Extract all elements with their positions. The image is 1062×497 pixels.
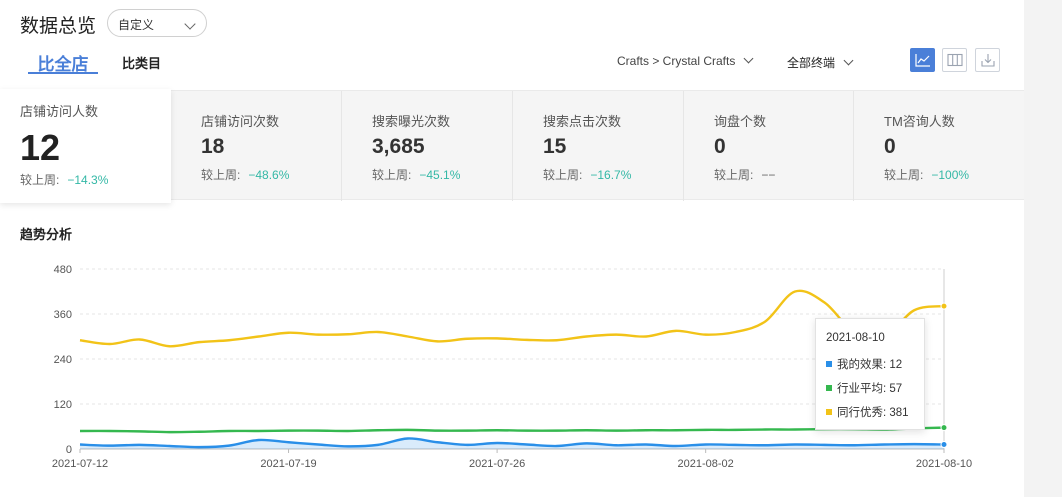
metric-compare: 较上周: −−: [714, 166, 775, 183]
data-overview-panel: 数据总览 自定义 比全店 比类目 Crafts > Crystal Crafts…: [0, 0, 1024, 497]
x-tick-label: 2021-08-10: [916, 458, 972, 470]
metric-compare: 较上周: −14.3%: [20, 171, 108, 188]
tooltip-row-industry: 行业平均: 57: [826, 380, 902, 396]
metric-card-search-impressions[interactable]: 搜索曝光次数 3,685 较上周: −45.1%: [341, 91, 512, 201]
series-line: [79, 289, 945, 348]
compare-label: 较上周:: [543, 168, 583, 182]
chart-tooltip: 2021-08-10 我的效果: 12 行业平均: 57 同行优秀: 381: [815, 318, 925, 430]
metrics-row: 店铺访问人数 12 较上周: −14.3% 店铺访问次数 18 较上周: −48.6…: [0, 89, 1024, 203]
chevron-down-icon: [843, 55, 854, 66]
compare-label: 较上周:: [20, 173, 60, 187]
metric-compare: 较上周: −48.6%: [201, 166, 289, 183]
y-tick-label: 360: [54, 309, 72, 321]
page-title: 数据总览: [20, 16, 97, 37]
tab-compare-category[interactable]: 比类目: [122, 56, 162, 71]
date-range-value: 自定义: [118, 18, 155, 32]
metric-value: 0: [884, 135, 896, 158]
tooltip-row-mine: 我的效果: 12: [826, 356, 902, 372]
metric-card-search-clicks[interactable]: 搜索点击次数 15 较上周: −16.7%: [512, 91, 683, 201]
metric-compare: 较上周: −100%: [884, 166, 969, 183]
date-range-select[interactable]: 自定义: [107, 9, 207, 37]
metric-value: 15: [543, 135, 567, 158]
metric-label: 店铺访问次数: [201, 114, 280, 129]
category-select[interactable]: Crafts > Crystal Crafts: [617, 53, 754, 68]
metric-label: 搜索点击次数: [543, 114, 622, 129]
compare-label: 较上周:: [201, 168, 241, 182]
metric-delta: −45.1%: [419, 168, 461, 182]
tooltip-row-peer: 同行优秀: 381: [826, 404, 909, 420]
metric-compare: 较上周: −45.1%: [372, 166, 460, 183]
legend-dot: [826, 385, 832, 391]
tooltip-value: 同行优秀: 381: [837, 407, 909, 419]
metric-value: 12: [20, 127, 61, 168]
line-chart-icon: [915, 54, 930, 67]
tooltip-value: 我的效果: 12: [837, 359, 903, 371]
metric-card-store-visitors[interactable]: 店铺访问人数 12 较上周: −14.3%: [0, 89, 171, 203]
download-icon: [981, 54, 995, 67]
x-tick-label: 2021-07-19: [260, 458, 316, 470]
metric-card-inquiries[interactable]: 询盘个数 0 较上周: −−: [683, 91, 853, 201]
line-chart-view-button[interactable]: [910, 48, 935, 72]
metric-card-tm-consults[interactable]: TM咨询人数 0 较上周: −100%: [853, 91, 1024, 201]
metric-value: 3,685: [372, 135, 425, 158]
metric-delta: −14.3%: [67, 173, 109, 187]
metric-compare: 较上周: −16.7%: [543, 166, 631, 183]
columns-view-button[interactable]: [942, 48, 967, 72]
legend-dot: [826, 409, 832, 415]
y-tick-label: 240: [54, 354, 72, 366]
x-tick-label: 2021-07-26: [469, 458, 525, 470]
tooltip-value: 行业平均: 57: [837, 383, 903, 395]
terminal-value: 全部终端: [787, 56, 836, 70]
metric-delta: −48.6%: [248, 168, 290, 182]
y-tick-label: 480: [54, 264, 72, 276]
x-tick-label: 2021-07-12: [52, 458, 108, 470]
compare-label: 较上周:: [372, 168, 412, 182]
chevron-down-icon: [743, 53, 754, 64]
category-value: Crafts > Crystal Crafts: [617, 54, 736, 68]
metric-label: 店铺访问人数: [20, 104, 99, 119]
tab-compare-store[interactable]: 比全店: [37, 55, 89, 74]
compare-label: 较上周:: [714, 168, 754, 182]
metric-value: 0: [714, 135, 726, 158]
compare-label: 较上周:: [884, 168, 924, 182]
active-tab-indicator: [28, 72, 98, 74]
series-point: [940, 302, 948, 310]
metric-value: 18: [201, 135, 225, 158]
metric-label: 搜索曝光次数: [372, 114, 451, 129]
columns-icon: [947, 53, 963, 67]
terminal-select[interactable]: 全部终端: [787, 54, 854, 71]
metric-delta: −100%: [931, 168, 970, 182]
metric-label: 询盘个数: [714, 114, 767, 129]
y-tick-label: 120: [54, 399, 72, 411]
tooltip-date: 2021-08-10: [826, 332, 885, 344]
legend-dot: [826, 361, 832, 367]
metric-card-store-visits[interactable]: 店铺访问次数 18 较上周: −48.6%: [171, 91, 341, 201]
download-button[interactable]: [975, 48, 1000, 72]
y-tick-label: 0: [66, 444, 72, 456]
trend-chart[interactable]: 0 120 240 360 480 2021-07-12 2021-07-19 2021-07…: [0, 255, 1024, 497]
trend-title: 趋势分析: [20, 227, 73, 242]
series-point: [940, 424, 948, 432]
series-line: [79, 426, 945, 434]
series-point: [940, 441, 948, 448]
chevron-down-icon: [184, 18, 196, 30]
metric-delta: −16.7%: [590, 168, 632, 182]
metric-label: TM咨询人数: [884, 114, 955, 129]
series-line: [79, 437, 945, 449]
metric-delta: −−: [761, 168, 776, 182]
x-tick-label: 2021-08-02: [678, 458, 734, 470]
